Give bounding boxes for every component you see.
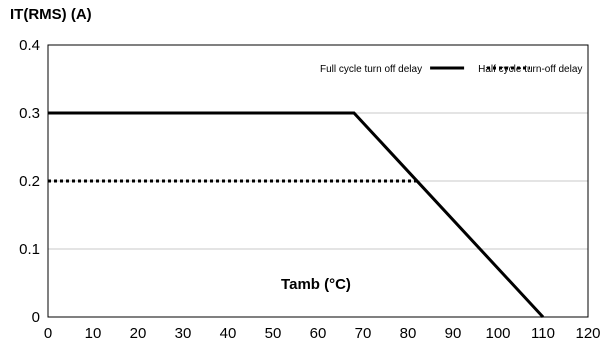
- y-tick-label: 0.2: [19, 173, 40, 190]
- legend-label-full-cycle: Full cycle turn off delay: [320, 64, 422, 75]
- x-tick-label: 0: [44, 325, 52, 342]
- x-tick-label: 90: [445, 325, 462, 342]
- x-tick-label: 120: [575, 325, 600, 342]
- x-tick-label: 80: [400, 325, 417, 342]
- x-tick-label: 60: [310, 325, 327, 342]
- y-tick-label: 0.4: [19, 37, 40, 54]
- y-tick-label: 0.3: [19, 105, 40, 122]
- x-tick-label: 10: [85, 325, 102, 342]
- x-axis-ticks: 0 10 20 30 40 50 60 70 80 90 100 110 120: [44, 325, 601, 342]
- legend: Full cycle turn off delay Half cycle tur…: [320, 64, 582, 75]
- y-axis-ticks: 0 0.1 0.2 0.3 0.4: [19, 37, 40, 326]
- x-axis-label: Tamb (°C): [281, 276, 351, 293]
- series-layer: [48, 111, 545, 319]
- legend-label-half-cycle: Half cycle turn-off delay: [478, 64, 582, 75]
- x-tick-label: 70: [355, 325, 372, 342]
- x-tick-label: 30: [175, 325, 192, 342]
- x-tick-label: 110: [531, 325, 555, 342]
- x-tick-label: 100: [485, 325, 510, 342]
- series-line-full-cycle: [48, 111, 545, 319]
- y-tick-label: 0: [32, 309, 40, 326]
- x-tick-label: 20: [130, 325, 147, 342]
- x-tick-label: 50: [265, 325, 282, 342]
- y-axis-label: IT(RMS) (A): [10, 6, 92, 23]
- y-tick-label: 0.1: [19, 241, 40, 258]
- x-tick-label: 40: [220, 325, 237, 342]
